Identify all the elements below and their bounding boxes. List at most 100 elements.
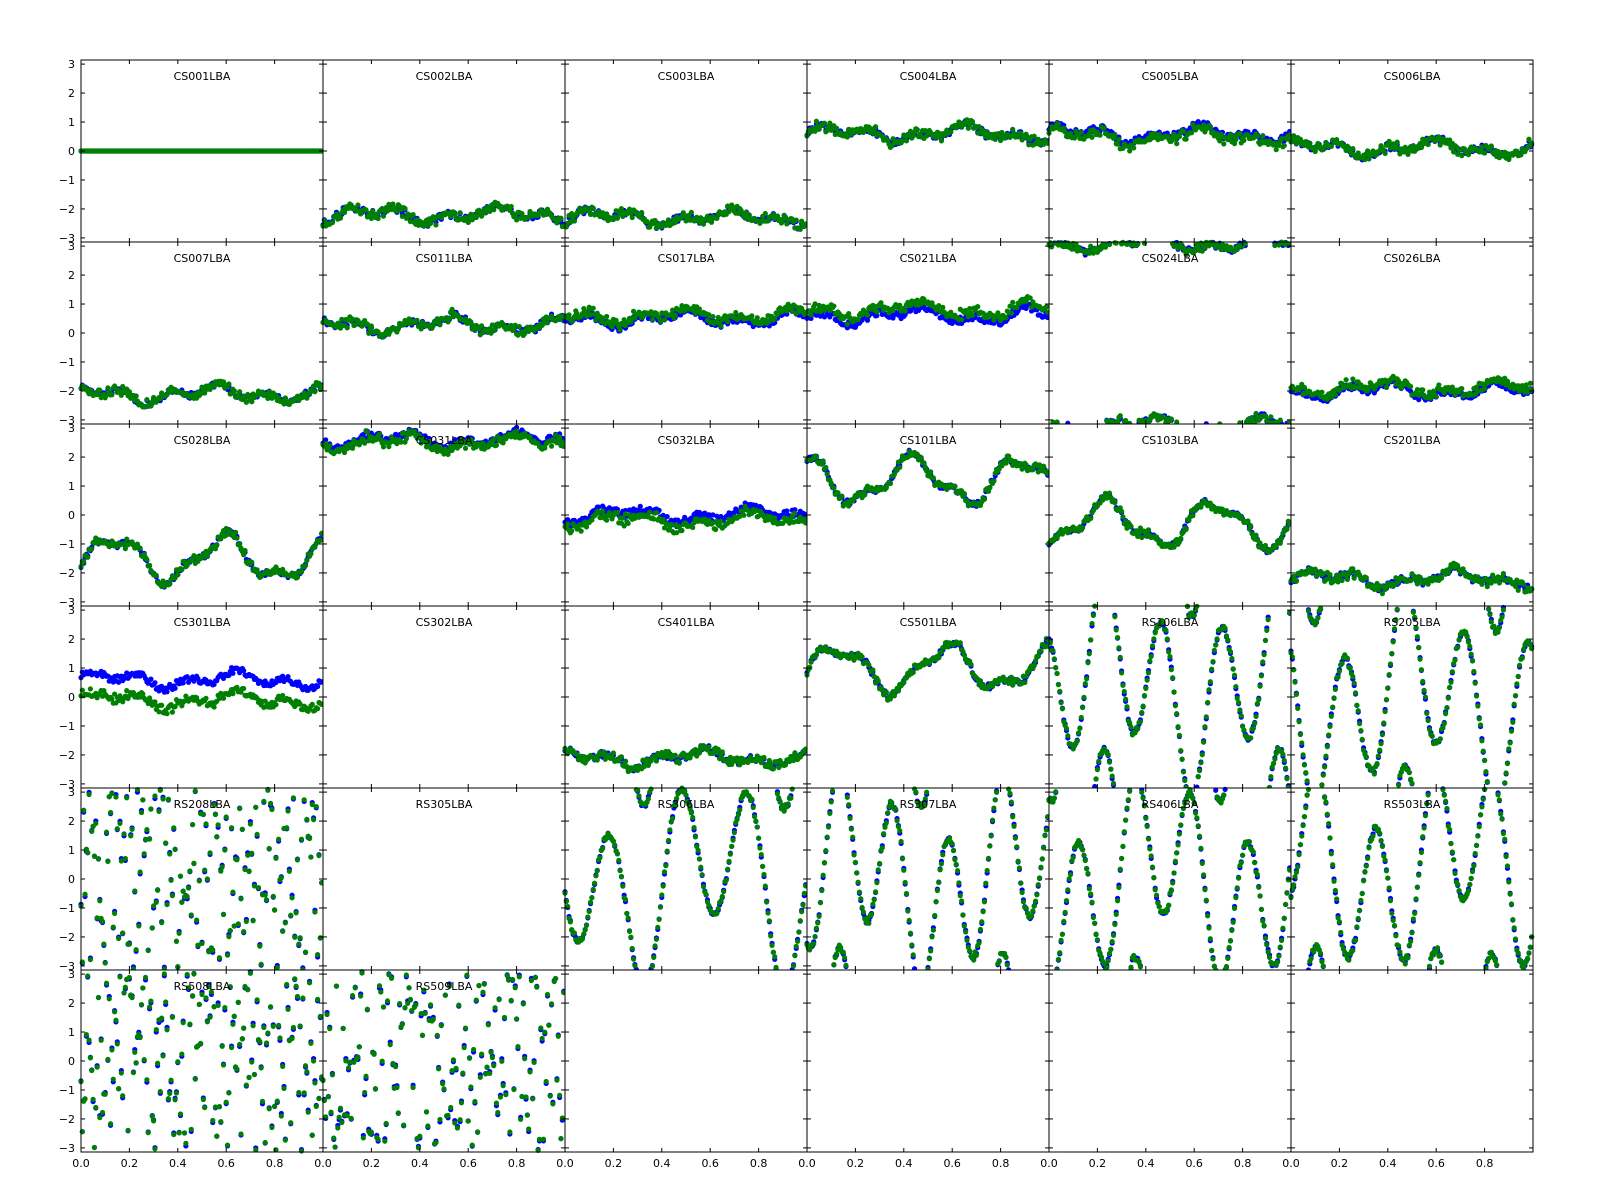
data-point-series-b: [1281, 142, 1287, 149]
data-point-series-b: [1433, 393, 1439, 400]
data-point-series-b: [1277, 417, 1283, 423]
data-point-series-b: [749, 313, 755, 319]
data-point-series-b: [214, 542, 220, 548]
data-point-series-b: [762, 210, 768, 217]
data-point-series-b: [234, 535, 240, 541]
panel: CS017LBA: [562, 241, 809, 425]
data-point-series-b: [1114, 141, 1121, 147]
data-point-series-b: [1241, 137, 1247, 143]
panel-title: CS026LBA: [1384, 252, 1441, 265]
data-point-series-b: [144, 556, 150, 563]
data-point-series-b: [89, 546, 95, 552]
data-point-series-b: [1008, 310, 1014, 316]
y-tick-label: −2: [59, 203, 75, 216]
data-point-series-b: [940, 304, 946, 310]
data-point-series-b: [1113, 240, 1119, 246]
y-tick-label: −3: [59, 232, 75, 245]
data-point-series-b: [1459, 153, 1465, 159]
data-point-series-b: [1131, 145, 1137, 151]
data-point-series-b: [1482, 386, 1488, 392]
data-point-series-b: [1482, 150, 1488, 156]
data-point-series-b: [1221, 141, 1227, 147]
panel-background: [807, 242, 1049, 424]
panel-background: [565, 242, 807, 424]
y-tick-label: 2: [68, 87, 75, 100]
data-point-series-b: [457, 210, 463, 216]
data-point-series-b: [231, 389, 237, 395]
data-point-series-b: [386, 201, 392, 207]
data-point-series-b: [969, 118, 975, 125]
data-point-series-b: [696, 306, 703, 312]
data-point-series-b: [1527, 380, 1533, 386]
data-point-series-b: [1343, 377, 1349, 383]
data-point-series-b: [1106, 241, 1113, 248]
data-point-series-b: [144, 396, 150, 403]
data-point-series-b: [661, 316, 668, 323]
data-point-series-b: [337, 215, 344, 221]
data-point-series-b: [1488, 143, 1494, 149]
data-point-series-b: [85, 554, 91, 560]
panel-title: CS002LBA: [416, 70, 473, 83]
data-point-series-b: [1382, 150, 1388, 156]
data-point-series-b: [1055, 121, 1062, 127]
data-point-series-b: [872, 124, 879, 130]
data-point-series-b: [1237, 131, 1243, 137]
data-point-series-b: [821, 120, 828, 126]
data-point-series-b: [1014, 305, 1020, 311]
data-point-series-b: [975, 304, 981, 310]
data-point-series-b: [487, 208, 493, 215]
panel-title: CS021LBA: [900, 252, 957, 265]
data-point-series-b: [1101, 125, 1107, 131]
data-point-series-b: [237, 389, 243, 395]
data-point-series-b: [418, 326, 424, 332]
panel-title: CS005LBA: [1142, 70, 1199, 83]
y-tick-label: 2: [68, 269, 75, 282]
data-point-series-b: [312, 389, 318, 395]
data-point-series-b: [516, 323, 522, 330]
panel: CS011LBA: [320, 241, 567, 425]
data-point-series-b: [368, 215, 374, 221]
panel-title: CS024LBA: [1142, 252, 1199, 265]
data-point-series-b: [754, 315, 760, 321]
data-point-series-b: [924, 133, 930, 139]
data-point-series-b: [1043, 304, 1049, 310]
y-tick-label: −2: [59, 385, 75, 398]
data-point-series-b: [242, 547, 248, 554]
data-point-series-b: [959, 316, 965, 323]
data-point-series-b: [614, 215, 621, 221]
data-point-series-b: [714, 215, 720, 221]
data-point-series-b: [81, 558, 87, 564]
panel: CS026LBA: [1288, 241, 1535, 425]
data-point-series-b: [109, 392, 115, 398]
panel: CS002LBA: [320, 59, 567, 243]
data-point-series-b: [1174, 141, 1180, 147]
data-point-series-b: [437, 322, 443, 328]
data-point-series-b: [1459, 386, 1465, 392]
data-point-series-b: [903, 138, 910, 144]
data-point-series-b: [344, 325, 350, 331]
data-point-series-b: [375, 215, 381, 222]
data-point-series-b: [1003, 315, 1009, 321]
panel-title: CS003LBA: [658, 70, 715, 83]
data-point-series-b: [1112, 132, 1118, 138]
data-point-series-b: [97, 387, 103, 393]
y-tick-label: −1: [59, 356, 75, 369]
data-point-series-b: [1233, 137, 1239, 143]
data-point-series-b: [514, 217, 520, 223]
data-point-series-b: [137, 545, 143, 551]
data-point-series-b: [793, 217, 799, 223]
data-point-series-b: [153, 572, 159, 579]
data-point-series-b: [629, 214, 635, 221]
panel-title: CS011LBA: [416, 252, 473, 265]
data-point-series-b: [329, 220, 336, 226]
data-point-series-b: [808, 312, 814, 318]
data-point-series-b: [1420, 387, 1426, 393]
data-point-series-b: [427, 220, 434, 226]
data-point-series-b: [1254, 133, 1260, 139]
data-point-series-b: [146, 562, 153, 568]
